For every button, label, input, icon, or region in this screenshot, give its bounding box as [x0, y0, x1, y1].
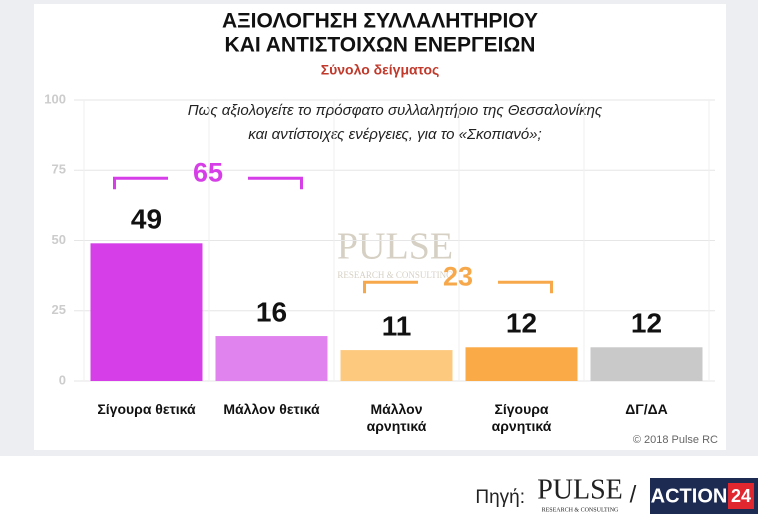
- title: ΑΞΙΟΛΟΓΗΣΗ ΣΥΛΛΑΛΗΤΗΡΙΟΥ: [222, 10, 538, 33]
- value-label: 12: [506, 308, 537, 339]
- y-tick-label: 0: [59, 372, 66, 387]
- value-label: 16: [256, 296, 287, 327]
- value-label: 12: [631, 308, 662, 339]
- subtitle: Σύνολο δείγματος: [321, 62, 440, 78]
- bar: [215, 336, 328, 381]
- y-tick-label: 75: [52, 162, 66, 177]
- channel-text: ACTION: [651, 485, 728, 507]
- group-bracket: [113, 176, 303, 190]
- value-label: 49: [131, 204, 162, 235]
- logo-text: PULSE: [537, 474, 623, 505]
- copyright: © 2018 Pulse RC: [633, 434, 718, 446]
- footer-strip: [0, 456, 758, 516]
- value-label: 11: [382, 310, 412, 341]
- bar: [590, 347, 703, 381]
- y-tick-label: 25: [52, 302, 66, 317]
- group-bracket: [363, 280, 553, 294]
- separator: /: [630, 481, 637, 508]
- watermark: PULSE RESEARCH & CONSULTING: [337, 226, 453, 280]
- watermark-text: RESEARCH & CONSULTING: [337, 270, 453, 280]
- bar: [90, 243, 203, 381]
- x-tick-label: ΔΓ/ΔΑ: [625, 401, 668, 417]
- bar: [340, 350, 453, 381]
- channel-text: 24: [731, 486, 751, 506]
- source-label: Πηγή:: [475, 487, 525, 508]
- question: Πως αξιολογείτε το πρόσφατο συλλαλητήριο…: [188, 102, 603, 119]
- x-tick-label: Μάλλον θετικά: [223, 401, 320, 417]
- y-tick-label: 100: [44, 91, 66, 106]
- question: και αντίστοιχες ενέργειες, για το «Σκοπι…: [248, 126, 541, 143]
- x-tick-label: Σίγουρα αρνητικά: [491, 401, 552, 434]
- bar: [465, 347, 578, 381]
- y-tick-label: 50: [52, 232, 66, 247]
- channel-logo-box: [728, 483, 754, 509]
- group-label: 23: [443, 261, 473, 291]
- x-tick-label: Μάλλον αρνητικά: [366, 401, 427, 434]
- x-tick-label: Σίγουρα θετικά: [97, 401, 196, 417]
- watermark-text: PULSE: [337, 226, 453, 268]
- logo-text: RESEARCH & CONSULTING: [542, 507, 619, 513]
- group-label: 65: [193, 157, 223, 187]
- title: ΚΑΙ ΑΝΤΙΣΤΟΙΧΩΝ ΕΝΕΡΓΕΙΩΝ: [225, 34, 536, 57]
